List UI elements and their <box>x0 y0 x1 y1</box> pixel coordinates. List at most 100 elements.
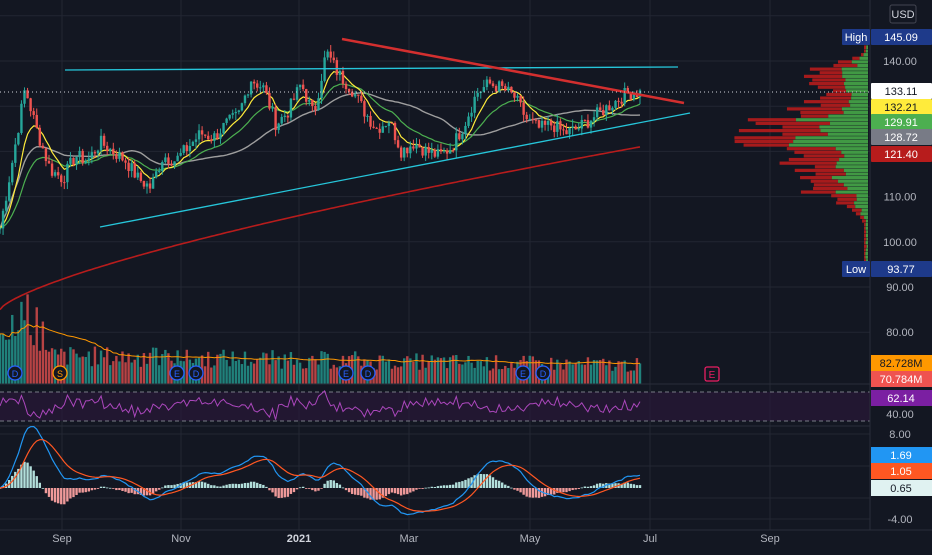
candle-body <box>455 133 458 151</box>
currency-box[interactable] <box>889 4 917 24</box>
volume-profile-sell <box>782 132 828 136</box>
candle-body <box>445 150 449 154</box>
volume-bar <box>69 347 72 384</box>
volume-bar <box>458 363 461 384</box>
volume-bar <box>497 369 501 384</box>
volume-profile-buy <box>835 165 868 169</box>
macd-hist-bar <box>87 488 91 492</box>
volume-bar <box>467 355 470 384</box>
candle-body <box>525 114 528 120</box>
macd-hist-bar <box>323 483 326 488</box>
macd-hist-bar <box>289 488 293 494</box>
descending-trendline[interactable] <box>341 37 685 105</box>
volume-profile-buy <box>865 219 868 223</box>
candle-body <box>295 87 299 100</box>
volume-bar <box>154 347 158 384</box>
macd-hist-bar <box>494 479 498 488</box>
candle-body <box>620 101 623 104</box>
macd-hist-bar <box>63 488 66 505</box>
candle-body <box>56 172 60 176</box>
candle-body <box>360 95 363 102</box>
candle-body <box>442 150 446 152</box>
volume-profile-sell <box>864 241 866 245</box>
candle-body <box>543 120 547 125</box>
volume-bar <box>592 360 596 384</box>
candle-body <box>583 119 587 121</box>
macd-hist-bar <box>69 488 72 499</box>
macd-hist-bar <box>556 488 559 493</box>
volume-bar <box>418 369 421 384</box>
horizontal-grid <box>0 15 870 520</box>
volume-bar <box>577 360 580 384</box>
volume-profile-buy <box>842 71 868 75</box>
volume-profile-buy <box>856 194 868 198</box>
macd-hist-bar <box>381 488 384 498</box>
future-earnings-letter: E <box>709 370 716 381</box>
candle-body <box>75 157 78 165</box>
volume-bar <box>589 364 593 384</box>
candle-body <box>90 152 94 159</box>
macd-hist-bar <box>38 482 42 488</box>
macd-hist-bar <box>455 482 458 488</box>
volume-bar <box>167 353 170 384</box>
volume-profile-buy <box>841 67 868 71</box>
candle-body <box>0 228 2 230</box>
volume-bar <box>203 366 207 384</box>
macd-hist-bar <box>240 483 244 488</box>
candle-body <box>403 147 406 158</box>
macd-hist-bar <box>629 483 633 488</box>
macd-hist-bar <box>182 482 185 488</box>
volume-bar <box>81 356 84 384</box>
volume-bar <box>608 360 611 384</box>
candle-body <box>301 84 305 90</box>
rsi-band <box>0 392 870 421</box>
volume-bar <box>148 352 152 384</box>
time-axis-ticks[interactable]: Sep Nov 2021 Mar May Jul Sep <box>52 533 780 545</box>
macd-hist-bar <box>56 488 60 504</box>
price-label-value: 121.40 <box>884 149 918 161</box>
macd-hist-bar <box>213 485 216 488</box>
volume-bar <box>308 357 311 384</box>
candle-body <box>93 152 97 154</box>
candle-body <box>467 116 470 126</box>
candle-body <box>537 120 541 128</box>
volume-bar <box>121 351 124 384</box>
volume-profile-sell <box>864 248 866 252</box>
future-earnings-marker[interactable] <box>704 366 720 382</box>
volume-bar <box>53 349 57 384</box>
volume-bar <box>562 369 565 384</box>
volume-bar <box>357 356 360 384</box>
macd-hist-bar <box>501 482 504 488</box>
macd-hist-bar <box>608 483 611 488</box>
macd-hist-bar <box>574 488 577 490</box>
price-label-value: 133.11 <box>885 86 918 98</box>
volume-profile-buy <box>838 179 868 183</box>
volume-profile-sell <box>864 49 866 53</box>
volume-bar <box>130 362 133 384</box>
volume-profile-sell <box>800 114 829 118</box>
macd-hist-bar <box>347 488 351 493</box>
macd-hist-bar <box>620 483 623 488</box>
volume-bar <box>105 347 109 384</box>
macd-hist-bar <box>375 488 378 500</box>
candle-body <box>528 118 531 120</box>
signal-line <box>0 439 641 512</box>
candle-body <box>298 84 302 88</box>
resistance-line[interactable] <box>64 66 679 71</box>
macd-hist-bar <box>249 481 253 488</box>
candle-body <box>112 148 115 155</box>
candle-body <box>262 85 265 88</box>
candle-body <box>268 92 271 109</box>
macd-hist-bar <box>53 488 57 503</box>
support-trendline[interactable] <box>99 112 691 228</box>
volume-bar <box>231 351 234 384</box>
time-tick-Sep: Sep <box>52 533 72 545</box>
volume-bar <box>243 351 247 384</box>
candle-body <box>504 85 507 91</box>
macd-hist-bar <box>274 488 277 497</box>
macd-hist-bar <box>60 488 63 505</box>
macd-hist-bar <box>476 474 479 488</box>
macd-hist-bar <box>197 481 201 488</box>
